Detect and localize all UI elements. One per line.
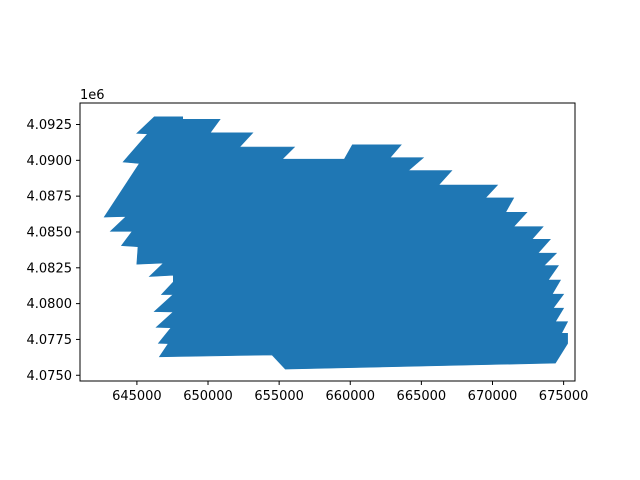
y-tick-label: 4.0850	[27, 225, 73, 240]
y-axis: 4.0750 4.0775 4.0800 4.0825 4.0850 4.0875 4.09…	[27, 118, 80, 384]
y-tick-label: 4.0825	[27, 261, 73, 276]
x-axis: 645000 650000 655000 660000 665000 670000 6750…	[112, 381, 588, 404]
y-tick-label: 4.0800	[27, 297, 73, 312]
y-tick-label: 4.0775	[27, 333, 73, 348]
x-tick-label: 660000	[325, 389, 375, 404]
x-tick-label: 650000	[183, 389, 233, 404]
plot-area	[103, 116, 569, 370]
x-tick-label: 655000	[254, 389, 304, 404]
x-tick-label: 645000	[112, 389, 162, 404]
axes-frame	[79, 102, 576, 382]
y-tick-label: 4.0900	[27, 154, 73, 169]
x-tick-label: 670000	[468, 389, 518, 404]
x-tick-label: 665000	[397, 389, 447, 404]
y-axis-offset-label: 1e6	[80, 88, 105, 103]
x-tick-label: 675000	[539, 389, 589, 404]
y-tick-label: 4.0750	[27, 369, 73, 384]
y-tick-label: 4.0875	[27, 190, 73, 205]
y-tick-label: 4.0925	[27, 118, 73, 133]
area-polygon	[103, 116, 569, 370]
